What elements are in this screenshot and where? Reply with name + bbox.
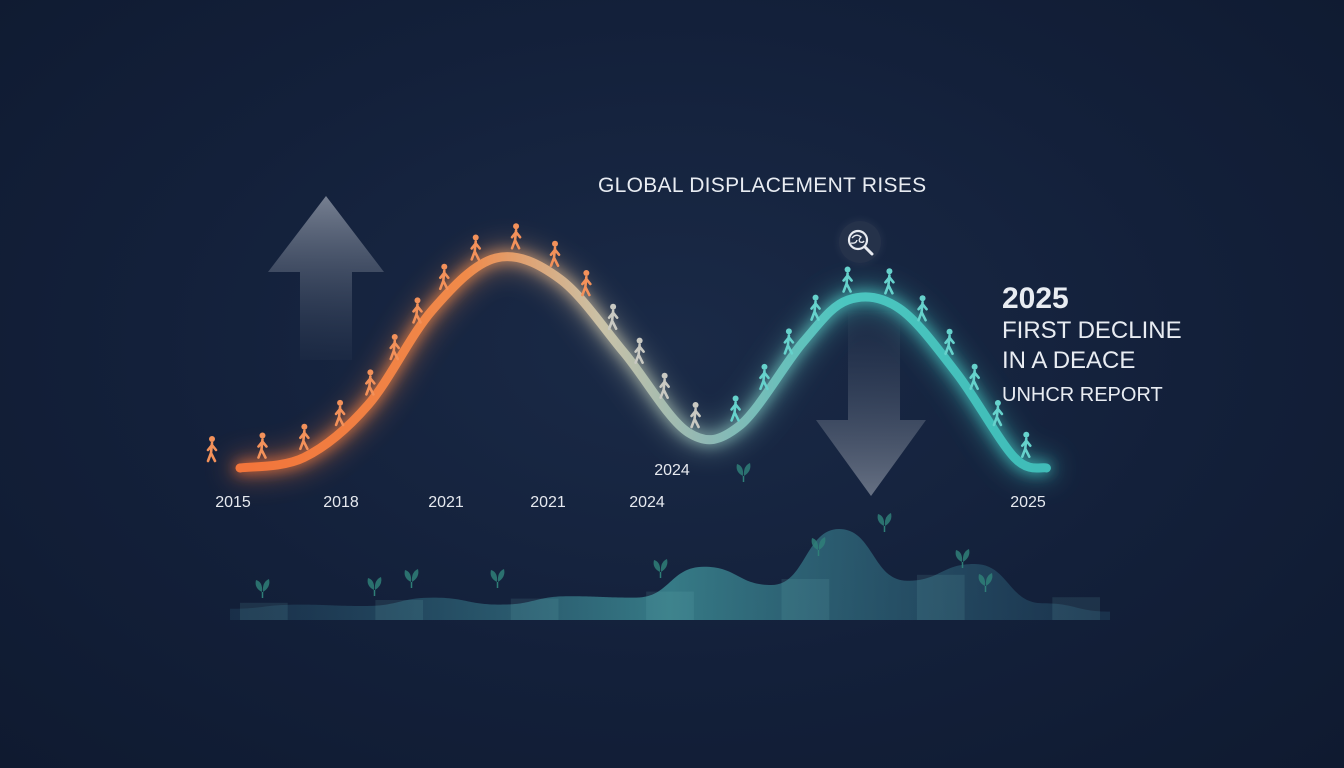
walking-people bbox=[206, 223, 1032, 463]
lower-band-bar bbox=[916, 574, 965, 620]
annotation-label: 2024 bbox=[654, 462, 690, 479]
side-year: 2025 bbox=[1002, 282, 1069, 315]
walking-person-icon bbox=[842, 266, 853, 293]
walking-person-icon bbox=[581, 270, 592, 297]
lower-band bbox=[190, 529, 1130, 621]
lower-band-bar bbox=[240, 602, 288, 620]
leaf-sprout-icon bbox=[404, 569, 419, 588]
lower-band-bar bbox=[781, 579, 830, 620]
walking-person-icon bbox=[1020, 431, 1032, 458]
walking-person-icon bbox=[659, 372, 670, 399]
walking-person-icon bbox=[944, 328, 955, 356]
lower-band-bar bbox=[646, 591, 694, 620]
side-line-2: IN A DEACE bbox=[1002, 347, 1136, 374]
arrow-up-icon bbox=[268, 196, 384, 360]
side-source: UNHCR REPORT bbox=[1002, 384, 1163, 406]
leaf-sprout-icon bbox=[736, 463, 751, 482]
arrow-down-icon bbox=[816, 312, 926, 496]
leaf-sprout-icon bbox=[490, 569, 505, 588]
x-tick-label: 2015 bbox=[215, 494, 251, 511]
walking-person-icon bbox=[969, 363, 980, 391]
chart-title: GLOBAL DISPLACEMENT RISES bbox=[598, 174, 927, 197]
leaf-sprout-icon bbox=[367, 577, 382, 596]
walking-person-icon bbox=[510, 223, 522, 250]
walking-person-icon bbox=[992, 399, 1004, 427]
leaf-sprout-icon bbox=[255, 579, 270, 598]
x-tick-label: 2021 bbox=[530, 494, 566, 511]
walking-person-icon bbox=[783, 328, 795, 355]
x-tick-label: 2024 bbox=[629, 494, 665, 511]
walking-person-icon bbox=[634, 337, 645, 364]
walking-person-icon bbox=[438, 263, 450, 291]
walking-person-icon bbox=[917, 295, 928, 322]
walking-person-icon bbox=[549, 240, 561, 268]
side-panel: 2025 FIRST DECLINE IN A DEACE UNHCR REPO… bbox=[1002, 282, 1182, 410]
lower-band-bar bbox=[510, 598, 559, 620]
walking-person-icon bbox=[607, 303, 619, 331]
x-tick-label: 2021 bbox=[428, 494, 464, 511]
globe-search-icon bbox=[839, 221, 881, 263]
lower-band-bar bbox=[375, 600, 424, 620]
walking-person-icon bbox=[690, 401, 701, 429]
leaf-sprout-icon bbox=[877, 513, 892, 532]
series-line-displacement bbox=[235, 252, 1051, 473]
side-line-1: FIRST DECLINE bbox=[1002, 317, 1182, 344]
x-tick-label: 2025 bbox=[1010, 494, 1046, 511]
walking-person-icon bbox=[206, 436, 218, 463]
walking-person-icon bbox=[365, 369, 376, 396]
walking-person-icon bbox=[759, 363, 770, 391]
leaf-sprout-icon bbox=[955, 549, 970, 568]
x-tick-label: 2018 bbox=[323, 494, 359, 511]
walking-person-icon bbox=[389, 333, 401, 361]
walking-person-icon bbox=[299, 423, 310, 451]
leaves bbox=[255, 463, 993, 598]
walking-person-icon bbox=[884, 268, 895, 295]
search-glyph bbox=[847, 229, 874, 256]
walking-person-icon bbox=[334, 399, 346, 427]
lower-band-area bbox=[230, 529, 1110, 620]
leaf-sprout-icon bbox=[978, 573, 993, 592]
walking-person-icon bbox=[257, 432, 268, 459]
walking-person-icon bbox=[730, 395, 741, 422]
lower-band-bar bbox=[1052, 597, 1100, 620]
walking-person-icon bbox=[810, 294, 821, 321]
walking-person-icon bbox=[470, 234, 482, 261]
walking-person-icon bbox=[412, 297, 423, 324]
leaf-sprout-icon bbox=[811, 537, 826, 556]
x-tick-labels: 2015 2018 2021 2021 2024 2025 bbox=[215, 494, 1046, 511]
leaf-sprout-icon bbox=[653, 559, 668, 578]
